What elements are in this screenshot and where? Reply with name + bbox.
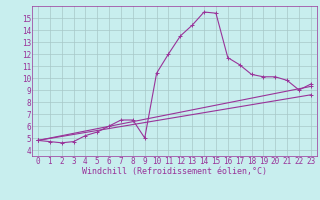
X-axis label: Windchill (Refroidissement éolien,°C): Windchill (Refroidissement éolien,°C) — [82, 167, 267, 176]
